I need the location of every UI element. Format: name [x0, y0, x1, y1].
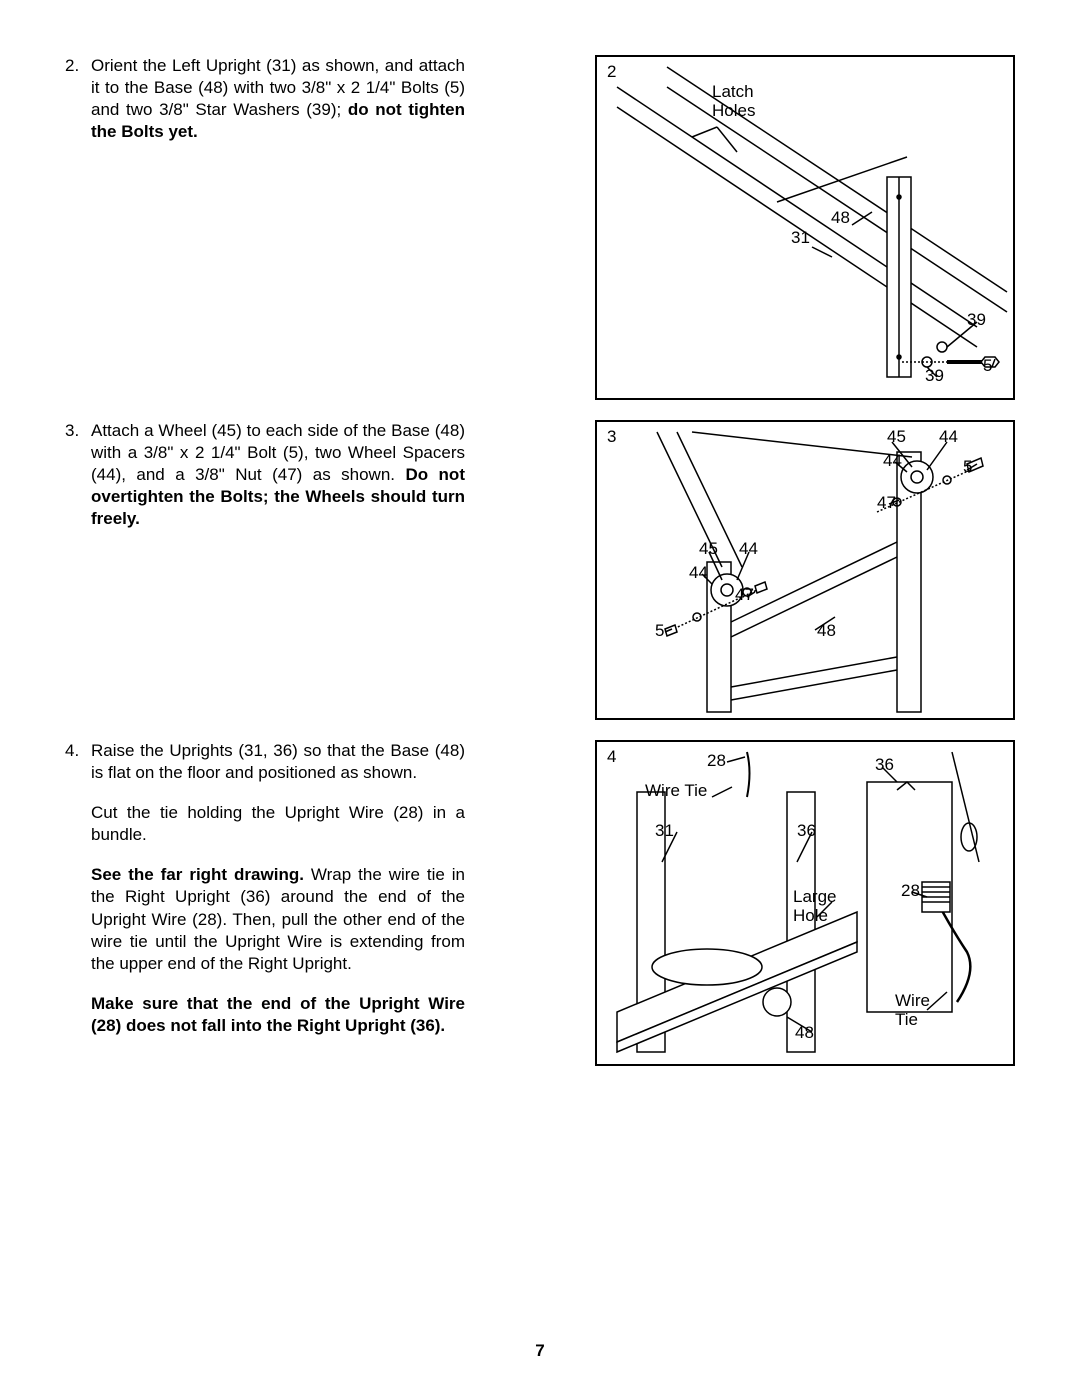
figure-callout: 45 [699, 540, 718, 559]
step-2-body: Orient the Left Upright (31) as shown, a… [91, 55, 465, 161]
text-run: Raise the Uprights (31, 36) so that the … [91, 741, 465, 782]
figure-callout: 48 [817, 622, 836, 641]
figure-callout: 36 [797, 822, 816, 841]
figure-2-box: 2 Latch Holes 48 31 39 5 39 [595, 55, 1015, 400]
figure-4-box: 4 28 36 Wire Tie 31 36 Large Hole 28 48 Wire Tie [595, 740, 1015, 1066]
figure-callout: 44 [939, 428, 958, 447]
step-2-text: 2. Orient the Left Upright (31) as shown… [65, 55, 485, 161]
step-number: 3. [65, 420, 91, 548]
step-3-row: 3. Attach a Wheel (45) to each side of t… [65, 420, 1015, 720]
step-3-body: Attach a Wheel (45) to each side of the … [91, 420, 465, 548]
figure-2-col: 2 Latch Holes 48 31 39 5 39 [595, 55, 1015, 400]
figure-callout: 44 [739, 540, 758, 559]
step-3-text: 3. Attach a Wheel (45) to each side of t… [65, 420, 485, 548]
step-2-row: 2. Orient the Left Upright (31) as shown… [65, 55, 1015, 400]
figure-callout: 28 [901, 882, 920, 901]
figure-3-svg [597, 422, 1013, 718]
step-4-body: Raise the Uprights (31, 36) so that the … [91, 740, 465, 1055]
step-paragraph: Raise the Uprights (31, 36) so that the … [91, 740, 465, 784]
page-number: 7 [0, 1341, 1080, 1361]
step-paragraph: Attach a Wheel (45) to each side of the … [91, 420, 465, 530]
figure-3-box: 3 45 44 44 5 47 45 44 44 47 5 48 [595, 420, 1015, 720]
figure-4-col: 4 28 36 Wire Tie 31 36 Large Hole 28 48 Wire Tie [595, 740, 1015, 1066]
figure-callout: 44 [883, 452, 902, 471]
figure-callout: 5 [963, 458, 972, 477]
text-run: See the far right drawing. [91, 865, 304, 884]
text-run: Make sure that the end of the Upright Wi… [91, 994, 465, 1035]
step-number: 2. [65, 55, 91, 161]
step-paragraph: Make sure that the end of the Upright Wi… [91, 993, 465, 1037]
figure-callout: 31 [655, 822, 674, 841]
step-paragraph: Orient the Left Upright (31) as shown, a… [91, 55, 465, 143]
step-4-row: 4. Raise the Uprights (31, 36) so that t… [65, 740, 1015, 1066]
figure-callout: Wire Tie [645, 782, 707, 801]
text-run: Cut the tie holding the Upright Wire (28… [91, 803, 465, 844]
figure-callout: 45 [887, 428, 906, 447]
figure-callout: 5 [655, 622, 664, 641]
step-4-text: 4. Raise the Uprights (31, 36) so that t… [65, 740, 485, 1055]
figure-callout: 39 [967, 311, 986, 330]
figure-callout: Latch Holes [712, 83, 755, 120]
figure-callout: 28 [707, 752, 726, 771]
figure-callout: 39 [925, 367, 944, 386]
figure-callout: 48 [795, 1024, 814, 1043]
step-paragraph: See the far right drawing. Wrap the wire… [91, 864, 465, 974]
figure-callout: 5 [983, 357, 992, 376]
step-paragraph: Cut the tie holding the Upright Wire (28… [91, 802, 465, 846]
figure-callout: Wire Tie [895, 992, 930, 1029]
figure-callout: 48 [831, 209, 850, 228]
figure-callout: Large Hole [793, 888, 836, 925]
figure-callout: 3 [607, 428, 616, 447]
figure-callout: 47 [877, 494, 896, 513]
figure-callout: 47 [735, 586, 754, 605]
figure-callout: 36 [875, 756, 894, 775]
figure-callout: 4 [607, 748, 616, 767]
step-number: 4. [65, 740, 91, 1055]
figure-callout: 31 [791, 229, 810, 248]
figure-callout: 2 [607, 63, 616, 82]
page-container: 2. Orient the Left Upright (31) as shown… [0, 0, 1080, 1397]
figure-callout: 44 [689, 564, 708, 583]
figure-3-col: 3 45 44 44 5 47 45 44 44 47 5 48 [595, 420, 1015, 720]
